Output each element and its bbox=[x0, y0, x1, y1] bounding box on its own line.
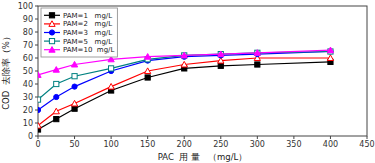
legend-marker bbox=[49, 30, 54, 35]
x-tick-label: 100 bbox=[103, 140, 118, 149]
y-tick bbox=[35, 123, 38, 124]
legend-label: PAM=3 mg/L bbox=[63, 29, 112, 37]
y-tick bbox=[35, 71, 38, 72]
x-tick-label: 300 bbox=[250, 140, 265, 149]
legend-marker bbox=[49, 13, 54, 18]
x-tick-label: 350 bbox=[286, 140, 301, 149]
data-point bbox=[109, 66, 114, 71]
x-tick-label: 150 bbox=[140, 140, 155, 149]
y-tick-label: 60 bbox=[23, 54, 33, 63]
x-tick-label: 50 bbox=[69, 140, 79, 149]
legend-label: PAM=5 mg/L bbox=[63, 38, 112, 46]
data-point bbox=[38, 122, 41, 128]
plot-area bbox=[38, 47, 334, 132]
y-tick-label: 90 bbox=[23, 15, 33, 24]
x-tick-label: 400 bbox=[323, 140, 338, 149]
y-tick bbox=[35, 58, 38, 59]
y-tick-label: 80 bbox=[23, 28, 33, 37]
y-tick-label: 100 bbox=[18, 2, 33, 11]
series-line bbox=[38, 52, 330, 100]
data-point bbox=[255, 62, 260, 67]
x-tick bbox=[147, 136, 148, 139]
y-tick bbox=[35, 6, 38, 7]
data-point bbox=[181, 61, 187, 67]
legend-label: PAM=10 mg/L bbox=[63, 46, 114, 54]
y-tick-label: 40 bbox=[23, 80, 33, 89]
legend-marker bbox=[49, 39, 54, 44]
series-line bbox=[38, 58, 330, 126]
data-point bbox=[327, 55, 333, 61]
legend-marker bbox=[49, 47, 55, 53]
data-point bbox=[54, 117, 59, 122]
y-tick-label: 30 bbox=[23, 93, 33, 102]
x-tick bbox=[74, 136, 75, 139]
y-axis-label: COD 去除率（%） bbox=[1, 32, 11, 110]
y-tick-label: 50 bbox=[23, 67, 33, 76]
y-tick bbox=[35, 19, 38, 20]
y-tick-label: 70 bbox=[23, 41, 33, 50]
x-tick-label: 0 bbox=[35, 140, 40, 149]
data-point bbox=[181, 52, 187, 58]
y-tick-label: 20 bbox=[23, 106, 33, 115]
y-tick bbox=[35, 45, 38, 46]
data-point bbox=[182, 53, 187, 58]
data-point bbox=[72, 74, 77, 79]
plot-frame bbox=[38, 6, 367, 136]
data-point bbox=[255, 50, 260, 55]
data-point bbox=[145, 54, 151, 60]
data-point bbox=[71, 61, 77, 67]
data-point bbox=[54, 94, 59, 99]
data-point bbox=[53, 67, 59, 73]
x-tick bbox=[111, 136, 112, 139]
data-point bbox=[218, 51, 224, 57]
chart: 0 50 100 150 200 250 300 350 400 450 0 10 20 30 40 50 60… bbox=[0, 0, 375, 163]
data-point bbox=[218, 63, 223, 68]
x-tick bbox=[293, 136, 294, 139]
y-tick bbox=[35, 84, 38, 85]
x-tick-label: 450 bbox=[359, 140, 374, 149]
x-tick bbox=[367, 136, 368, 139]
series-line bbox=[38, 52, 330, 111]
series-line bbox=[38, 62, 330, 130]
x-tick-label: 250 bbox=[213, 140, 228, 149]
data-point bbox=[327, 47, 333, 53]
data-point bbox=[72, 106, 77, 111]
y-tick bbox=[35, 110, 38, 111]
data-point bbox=[254, 50, 260, 56]
data-point bbox=[38, 107, 41, 112]
x-axis-label: PAC 用 量 （mg/L） bbox=[158, 152, 248, 162]
x-tick-label: 200 bbox=[177, 140, 192, 149]
data-point bbox=[145, 68, 151, 74]
y-tick-label: 10 bbox=[23, 119, 33, 128]
data-point bbox=[145, 75, 150, 80]
legend-marker bbox=[49, 21, 55, 27]
legend-box bbox=[41, 8, 117, 57]
y-tick bbox=[35, 136, 38, 137]
y-tick-label: 0 bbox=[28, 132, 33, 141]
x-tick bbox=[330, 136, 331, 139]
legend-label: PAM=2 mg/L bbox=[63, 20, 112, 28]
y-tick bbox=[35, 32, 38, 33]
data-point bbox=[72, 84, 77, 89]
data-point bbox=[108, 83, 114, 89]
data-point bbox=[218, 52, 223, 57]
legend-label: PAM=1 mg/L bbox=[63, 12, 112, 20]
data-point bbox=[54, 81, 59, 86]
data-point bbox=[71, 100, 77, 106]
data-point bbox=[53, 108, 59, 114]
legend: PAM=1 mg/LPAM=2 mg/LPAM=3 mg/LPAM=5 mg/L… bbox=[41, 8, 117, 57]
y-tick bbox=[35, 97, 38, 98]
data-point bbox=[38, 97, 41, 102]
x-tick bbox=[220, 136, 221, 139]
x-tick bbox=[184, 136, 185, 139]
data-point bbox=[38, 72, 41, 78]
x-tick bbox=[257, 136, 258, 139]
